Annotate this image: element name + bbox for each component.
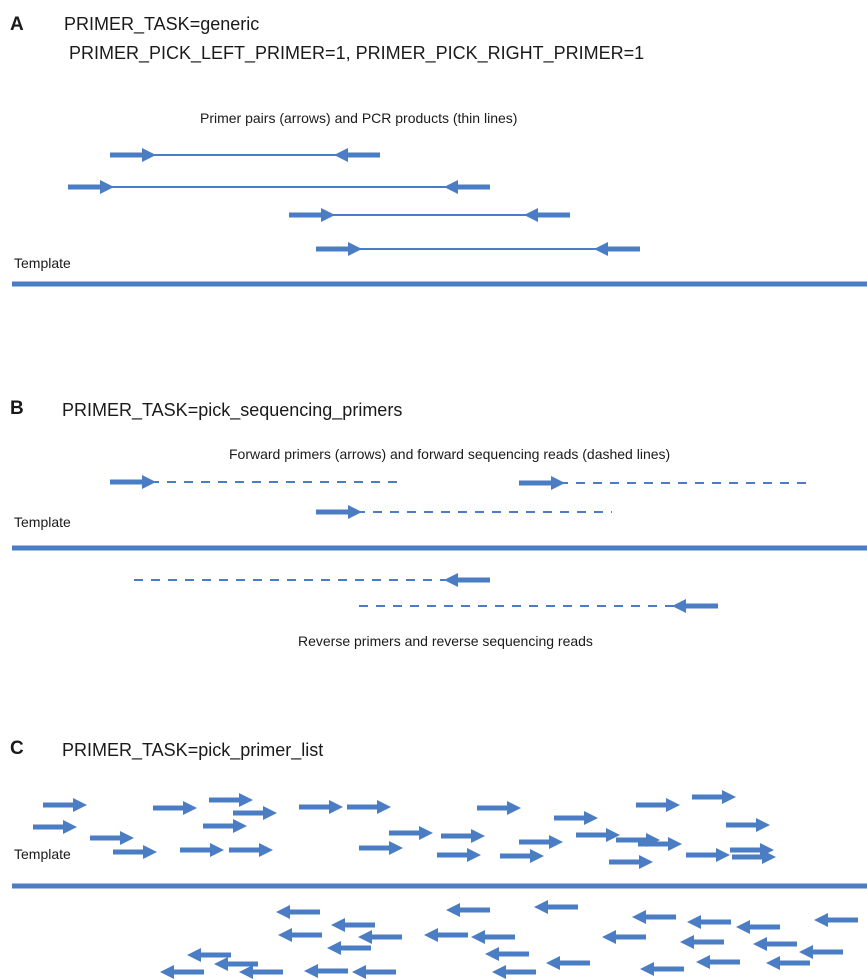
primer-list-reverse-arrow bbox=[239, 965, 283, 979]
primer-list-forward-arrow bbox=[519, 835, 563, 849]
primer-list-forward-arrow bbox=[347, 800, 391, 814]
primer-list-reverse-arrow bbox=[799, 945, 843, 959]
right-primer-arrow bbox=[444, 180, 490, 194]
primer-list-reverse-arrow bbox=[276, 905, 320, 919]
primer-list-forward-arrow bbox=[113, 845, 157, 859]
primer-list-forward-arrow bbox=[726, 818, 770, 832]
left-primer-arrow bbox=[289, 208, 335, 222]
panel-b-caption-reverse: Reverse primers and reverse sequencing r… bbox=[298, 633, 593, 649]
primer-list-reverse-arrow bbox=[492, 965, 536, 979]
panel-c-template-label: Template bbox=[14, 846, 71, 862]
primer-list-forward-arrow bbox=[686, 848, 730, 862]
primer-list-reverse-arrow bbox=[446, 903, 490, 917]
primer-list-reverse-arrow bbox=[471, 930, 515, 944]
primer-list-forward-arrow bbox=[299, 800, 343, 814]
right-primer-arrow bbox=[334, 148, 380, 162]
primer-list-reverse-arrow bbox=[331, 918, 375, 932]
primer-list-reverse-arrow bbox=[358, 930, 402, 944]
primer-list-forward-arrow bbox=[233, 806, 277, 820]
primer-list-reverse-arrow bbox=[736, 920, 780, 934]
primer-list-reverse-arrow bbox=[352, 965, 396, 979]
primer-list-reverse-arrow bbox=[680, 935, 724, 949]
primer-list-reverse-arrow bbox=[160, 965, 204, 979]
primer-list-forward-arrow bbox=[43, 798, 87, 812]
primer-list-forward-arrow bbox=[554, 811, 598, 825]
primer-list-forward-arrow bbox=[609, 855, 653, 869]
left-primer-arrow bbox=[110, 148, 156, 162]
primer-list-reverse-arrow bbox=[814, 913, 858, 927]
primer-list-forward-arrow bbox=[203, 819, 247, 833]
primer-list-forward-arrow bbox=[477, 801, 521, 815]
panel-a-task-line1: PRIMER_TASK=generic bbox=[64, 14, 260, 34]
primer-list-forward-arrow bbox=[692, 790, 736, 804]
primer-list-reverse-arrow bbox=[687, 915, 731, 929]
primer-list-forward-arrow bbox=[180, 843, 224, 857]
panel-a-template-label: Template bbox=[14, 255, 71, 271]
primer-list-forward-arrow bbox=[636, 798, 680, 812]
forward-primer-arrow bbox=[519, 476, 565, 490]
primer-list-forward-arrow bbox=[153, 801, 197, 815]
panel-b-letter: B bbox=[10, 398, 24, 419]
primer-list-reverse-arrow bbox=[632, 910, 676, 924]
panel-b-template-label: Template bbox=[14, 514, 71, 530]
forward-primer-arrow bbox=[316, 505, 362, 519]
primer-list-reverse-arrow bbox=[485, 947, 529, 961]
primer-list-reverse-arrow bbox=[327, 941, 371, 955]
primer-list-reverse-arrow bbox=[278, 928, 322, 942]
primer-list-reverse-arrow bbox=[424, 928, 468, 942]
forward-primer-arrow bbox=[110, 475, 156, 489]
panel-a-letter: A bbox=[10, 14, 24, 35]
right-primer-arrow bbox=[594, 242, 640, 256]
primer-list-forward-arrow bbox=[359, 841, 403, 855]
primer-list-forward-arrow bbox=[732, 850, 776, 864]
primer-list-forward-arrow bbox=[576, 828, 620, 842]
right-primer-arrow bbox=[524, 208, 570, 222]
panel-c-task-line1: PRIMER_TASK=pick_primer_list bbox=[62, 740, 324, 760]
primer-list-reverse-arrow bbox=[766, 956, 810, 970]
primer-list-reverse-arrow bbox=[187, 948, 231, 962]
primer-list-forward-arrow bbox=[437, 848, 481, 862]
primer-list-reverse-arrow bbox=[640, 962, 684, 976]
primer-list-reverse-arrow bbox=[546, 956, 590, 970]
primer-list-forward-arrow bbox=[90, 831, 134, 845]
panel-b-task-line1: PRIMER_TASK=pick_sequencing_primers bbox=[62, 400, 403, 420]
primer-list-forward-arrow bbox=[500, 849, 544, 863]
panel-a-caption: Primer pairs (arrows) and PCR products (… bbox=[200, 110, 518, 126]
left-primer-arrow bbox=[68, 180, 114, 194]
primer-list-reverse-arrow bbox=[753, 937, 797, 951]
primer-list-reverse-arrow bbox=[534, 900, 578, 914]
primer-list-reverse-arrow bbox=[304, 964, 348, 978]
primer-list-forward-arrow bbox=[638, 837, 682, 851]
primer-list-reverse-arrow bbox=[602, 930, 646, 944]
reverse-primer-arrow bbox=[444, 573, 490, 587]
primer-list-reverse-arrow bbox=[696, 955, 740, 969]
left-primer-arrow bbox=[316, 242, 362, 256]
primer-list-reverse-arrow bbox=[214, 957, 258, 971]
panel-b-caption-forward: Forward primers (arrows) and forward seq… bbox=[229, 446, 671, 462]
primer-list-forward-arrow bbox=[209, 793, 253, 807]
panel-c-letter: C bbox=[10, 738, 24, 759]
panel-a-task-line2: PRIMER_PICK_LEFT_PRIMER=1, PRIMER_PICK_R… bbox=[69, 43, 645, 63]
primer-list-forward-arrow bbox=[33, 820, 77, 834]
primer-list-forward-arrow bbox=[389, 826, 433, 840]
primer-list-forward-arrow bbox=[441, 829, 485, 843]
primer-list-forward-arrow bbox=[229, 843, 273, 857]
reverse-primer-arrow bbox=[672, 599, 718, 613]
